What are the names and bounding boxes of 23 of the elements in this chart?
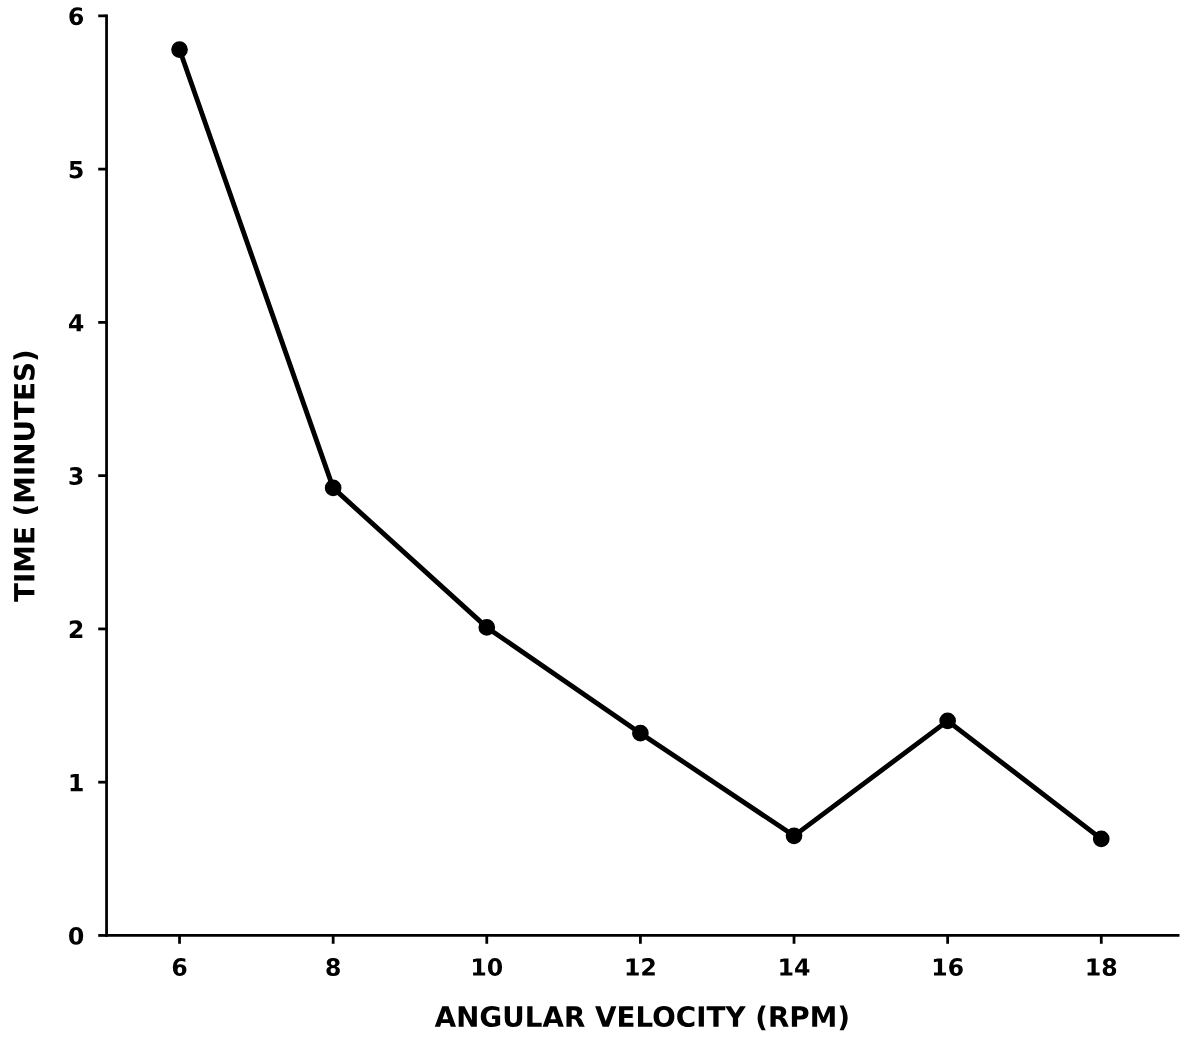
y-tick-label: 1 [70, 773, 83, 792]
point [939, 712, 956, 730]
x-tick-label: 16 [933, 958, 963, 976]
point [1092, 830, 1110, 848]
y-tick-label: 0 [69, 926, 84, 945]
x-tick-label: 12 [626, 958, 655, 976]
point [324, 479, 342, 497]
y-tick-label: 6 [69, 7, 84, 26]
point [785, 827, 803, 845]
point [171, 41, 188, 58]
x-tick-label: 14 [780, 958, 810, 976]
point [632, 724, 649, 742]
x-tick-label: 6 [172, 958, 187, 976]
y-tick-label: 4 [68, 314, 84, 332]
y-tick-label: 5 [69, 160, 83, 179]
x-tick-label: 18 [1087, 958, 1117, 976]
x-axis-title: ANGULAR VELOCITY (RPM) [434, 1005, 848, 1031]
y-tick-label: 2 [69, 620, 83, 638]
x-tick-label: 8 [326, 958, 340, 976]
x-tick-label: 10 [473, 958, 503, 976]
y-tick-label: 3 [69, 467, 83, 485]
point [478, 619, 496, 636]
y-axis-title: TIME (MINUTES) [13, 351, 39, 602]
